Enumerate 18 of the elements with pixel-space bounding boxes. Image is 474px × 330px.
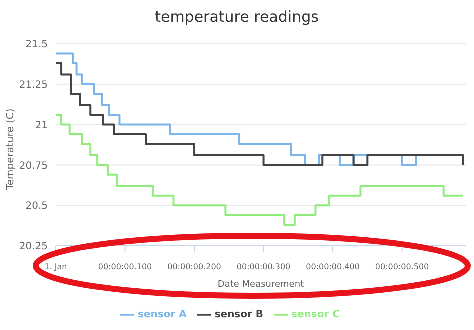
y-tick-label: 21 — [35, 120, 48, 132]
y-axis-title: Temperature (C) — [6, 108, 17, 191]
chart-title: temperature readings — [154, 8, 320, 26]
legend-label: sensor B — [214, 310, 264, 321]
y-tick-label: 21.25 — [19, 80, 48, 91]
x-tick-label: 00:00:00.200 — [168, 262, 222, 272]
y-tick-label: 20.25 — [19, 242, 48, 253]
x-tick-label: 00:00:00.300 — [236, 262, 291, 272]
legend-label: sensor A — [138, 310, 187, 321]
x-tick-label: 1. Jan — [44, 262, 68, 272]
x-tick-label: 00:00:00.100 — [98, 262, 152, 272]
y-tick-label: 21.5 — [26, 40, 48, 51]
legend-label: sensor C — [292, 310, 340, 321]
x-tick-label: 00:00:00.400 — [306, 262, 360, 272]
y-tick-label: 20.75 — [19, 160, 48, 172]
y-tick-label: 20.5 — [26, 201, 48, 212]
x-tick-label: 00:00:00.500 — [375, 262, 430, 272]
x-axis-title: Date Measurement — [218, 280, 305, 290]
